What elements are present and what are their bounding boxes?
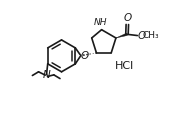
- Text: CH₃: CH₃: [142, 31, 159, 40]
- Text: NH: NH: [94, 18, 108, 28]
- Text: N: N: [42, 70, 50, 80]
- Polygon shape: [116, 33, 127, 38]
- Text: O: O: [81, 51, 89, 61]
- Text: HCl: HCl: [115, 61, 134, 71]
- Text: O: O: [138, 31, 146, 41]
- Text: O: O: [123, 13, 131, 23]
